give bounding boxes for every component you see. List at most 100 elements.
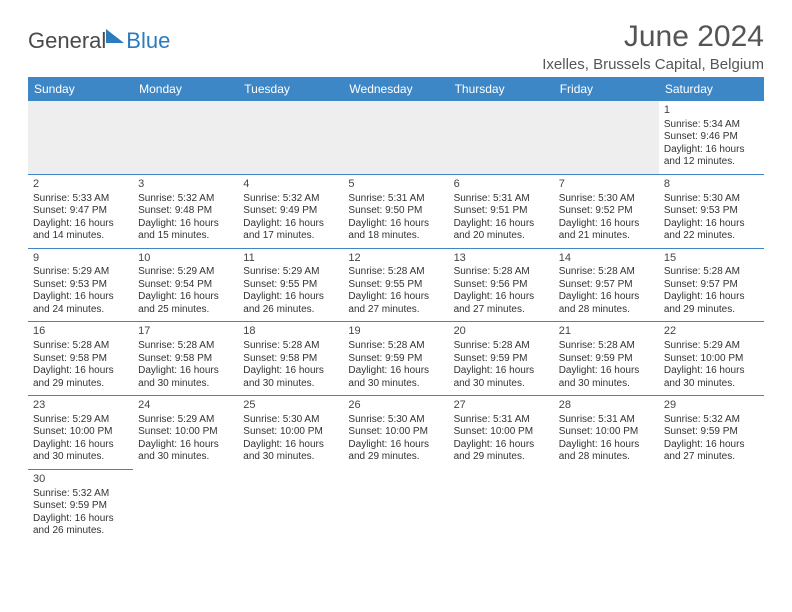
day-number: 14	[559, 252, 654, 266]
daylight-text: Daylight: 16 hours and 27 minutes.	[348, 291, 443, 316]
daylight-text: Daylight: 16 hours and 15 minutes.	[138, 218, 233, 243]
calendar-week: 1Sunrise: 5:34 AMSunset: 9:46 PMDaylight…	[28, 101, 764, 174]
calendar-day-cell: 13Sunrise: 5:28 AMSunset: 9:56 PMDayligh…	[449, 248, 554, 322]
sunrise-text: Sunrise: 5:31 AM	[454, 193, 549, 206]
calendar-empty-cell	[554, 101, 659, 174]
sunrise-text: Sunrise: 5:28 AM	[33, 340, 128, 353]
calendar-head: SundayMondayTuesdayWednesdayThursdayFrid…	[28, 77, 764, 101]
calendar-page: General Blue June 2024 Ixelles, Brussels…	[0, 0, 792, 563]
sunset-text: Sunset: 9:59 PM	[33, 500, 128, 513]
daylight-text: Daylight: 16 hours and 24 minutes.	[33, 291, 128, 316]
sunset-text: Sunset: 9:54 PM	[138, 279, 233, 292]
sunset-text: Sunset: 10:00 PM	[138, 426, 233, 439]
calendar-day-cell: 5Sunrise: 5:31 AMSunset: 9:50 PMDaylight…	[343, 174, 448, 248]
sunset-text: Sunset: 9:55 PM	[348, 279, 443, 292]
calendar-empty-cell	[238, 101, 343, 174]
day-number: 16	[33, 325, 128, 339]
calendar-empty-cell	[343, 101, 448, 174]
day-number: 22	[664, 325, 759, 339]
calendar-day-cell: 7Sunrise: 5:30 AMSunset: 9:52 PMDaylight…	[554, 174, 659, 248]
calendar-day-cell: 29Sunrise: 5:32 AMSunset: 9:59 PMDayligh…	[659, 396, 764, 470]
sunrise-text: Sunrise: 5:32 AM	[664, 414, 759, 427]
daylight-text: Daylight: 16 hours and 30 minutes.	[138, 365, 233, 390]
calendar-day-cell: 18Sunrise: 5:28 AMSunset: 9:58 PMDayligh…	[238, 322, 343, 396]
day-number: 17	[138, 325, 233, 339]
calendar-body: 1Sunrise: 5:34 AMSunset: 9:46 PMDaylight…	[28, 101, 764, 543]
calendar-day-cell: 14Sunrise: 5:28 AMSunset: 9:57 PMDayligh…	[554, 248, 659, 322]
logo-text-general: General	[28, 28, 106, 54]
calendar-empty-cell	[449, 101, 554, 174]
day-number: 12	[348, 252, 443, 266]
sunset-text: Sunset: 9:58 PM	[243, 353, 338, 366]
daylight-text: Daylight: 16 hours and 30 minutes.	[664, 365, 759, 390]
day-number: 3	[138, 178, 233, 192]
logo-triangle-icon	[106, 29, 124, 43]
day-number: 23	[33, 399, 128, 413]
logo: General Blue	[28, 28, 170, 54]
calendar-day-cell: 6Sunrise: 5:31 AMSunset: 9:51 PMDaylight…	[449, 174, 554, 248]
sunset-text: Sunset: 9:51 PM	[454, 205, 549, 218]
calendar-table: SundayMondayTuesdayWednesdayThursdayFrid…	[28, 77, 764, 543]
header-row: General Blue June 2024 Ixelles, Brussels…	[28, 20, 764, 73]
sunset-text: Sunset: 9:57 PM	[559, 279, 654, 292]
sunrise-text: Sunrise: 5:34 AM	[664, 119, 759, 132]
daylight-text: Daylight: 16 hours and 30 minutes.	[559, 365, 654, 390]
calendar-day-cell: 19Sunrise: 5:28 AMSunset: 9:59 PMDayligh…	[343, 322, 448, 396]
day-number: 21	[559, 325, 654, 339]
sunrise-text: Sunrise: 5:31 AM	[454, 414, 549, 427]
daylight-text: Daylight: 16 hours and 30 minutes.	[348, 365, 443, 390]
weekday-header: Tuesday	[238, 77, 343, 101]
calendar-day-cell: 23Sunrise: 5:29 AMSunset: 10:00 PMDaylig…	[28, 396, 133, 470]
calendar-empty-cell	[133, 469, 238, 542]
calendar-day-cell: 24Sunrise: 5:29 AMSunset: 10:00 PMDaylig…	[133, 396, 238, 470]
sunrise-text: Sunrise: 5:28 AM	[454, 340, 549, 353]
title-block: June 2024 Ixelles, Brussels Capital, Bel…	[542, 20, 764, 73]
weekday-header: Wednesday	[343, 77, 448, 101]
daylight-text: Daylight: 16 hours and 28 minutes.	[559, 291, 654, 316]
day-number: 1	[664, 104, 759, 118]
sunset-text: Sunset: 9:57 PM	[664, 279, 759, 292]
month-title: June 2024	[542, 20, 764, 54]
weekday-header: Thursday	[449, 77, 554, 101]
calendar-week: 9Sunrise: 5:29 AMSunset: 9:53 PMDaylight…	[28, 248, 764, 322]
sunset-text: Sunset: 10:00 PM	[454, 426, 549, 439]
day-number: 29	[664, 399, 759, 413]
sunset-text: Sunset: 9:49 PM	[243, 205, 338, 218]
sunrise-text: Sunrise: 5:30 AM	[348, 414, 443, 427]
calendar-empty-cell	[449, 469, 554, 542]
calendar-empty-cell	[238, 469, 343, 542]
calendar-day-cell: 26Sunrise: 5:30 AMSunset: 10:00 PMDaylig…	[343, 396, 448, 470]
sunset-text: Sunset: 9:48 PM	[138, 205, 233, 218]
day-number: 25	[243, 399, 338, 413]
sunrise-text: Sunrise: 5:30 AM	[664, 193, 759, 206]
sunset-text: Sunset: 9:59 PM	[664, 426, 759, 439]
daylight-text: Daylight: 16 hours and 27 minutes.	[664, 439, 759, 464]
sunset-text: Sunset: 10:00 PM	[243, 426, 338, 439]
sunset-text: Sunset: 10:00 PM	[664, 353, 759, 366]
sunrise-text: Sunrise: 5:28 AM	[454, 266, 549, 279]
day-number: 9	[33, 252, 128, 266]
calendar-day-cell: 20Sunrise: 5:28 AMSunset: 9:59 PMDayligh…	[449, 322, 554, 396]
sunrise-text: Sunrise: 5:29 AM	[138, 266, 233, 279]
calendar-day-cell: 8Sunrise: 5:30 AMSunset: 9:53 PMDaylight…	[659, 174, 764, 248]
daylight-text: Daylight: 16 hours and 30 minutes.	[243, 439, 338, 464]
weekday-header: Friday	[554, 77, 659, 101]
calendar-day-cell: 1Sunrise: 5:34 AMSunset: 9:46 PMDaylight…	[659, 101, 764, 174]
daylight-text: Daylight: 16 hours and 14 minutes.	[33, 218, 128, 243]
daylight-text: Daylight: 16 hours and 27 minutes.	[454, 291, 549, 316]
day-number: 10	[138, 252, 233, 266]
sunset-text: Sunset: 9:47 PM	[33, 205, 128, 218]
calendar-day-cell: 25Sunrise: 5:30 AMSunset: 10:00 PMDaylig…	[238, 396, 343, 470]
calendar-empty-cell	[554, 469, 659, 542]
calendar-day-cell: 28Sunrise: 5:31 AMSunset: 10:00 PMDaylig…	[554, 396, 659, 470]
calendar-day-cell: 15Sunrise: 5:28 AMSunset: 9:57 PMDayligh…	[659, 248, 764, 322]
day-number: 11	[243, 252, 338, 266]
daylight-text: Daylight: 16 hours and 12 minutes.	[664, 144, 759, 169]
sunrise-text: Sunrise: 5:28 AM	[348, 340, 443, 353]
day-number: 24	[138, 399, 233, 413]
sunset-text: Sunset: 9:59 PM	[348, 353, 443, 366]
day-number: 28	[559, 399, 654, 413]
calendar-day-cell: 3Sunrise: 5:32 AMSunset: 9:48 PMDaylight…	[133, 174, 238, 248]
sunrise-text: Sunrise: 5:33 AM	[33, 193, 128, 206]
day-number: 27	[454, 399, 549, 413]
